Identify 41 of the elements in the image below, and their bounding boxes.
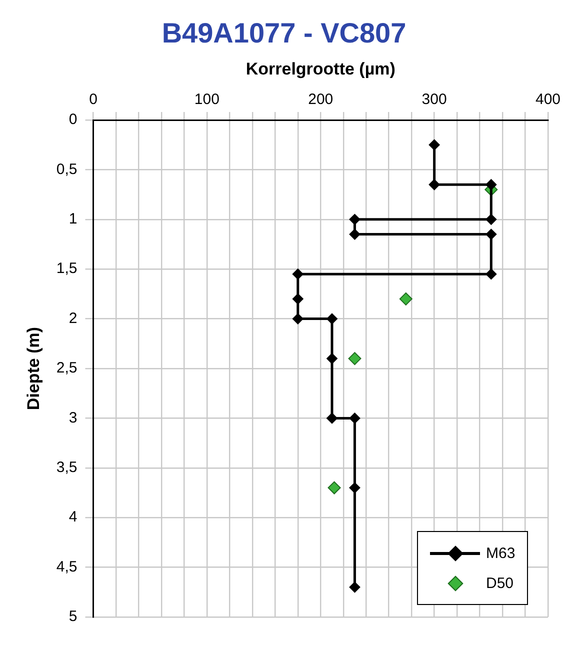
y-tick-label: 2,5: [56, 360, 78, 377]
y-tick-label: 0,5: [56, 160, 78, 178]
point: [349, 482, 360, 494]
y-tick-label: 1: [68, 210, 78, 228]
x-axis-title: Korrelgrootte (µm): [246, 59, 396, 78]
point: [292, 268, 304, 280]
point: [428, 179, 440, 190]
point: [326, 313, 338, 324]
y-tick-label: 2: [68, 310, 78, 327]
x-tick-label: 400: [535, 91, 561, 108]
legend-label: D50: [486, 574, 514, 592]
point: [326, 412, 338, 424]
point: [486, 268, 497, 280]
x-tick-label: 0: [89, 91, 98, 108]
point: [349, 412, 360, 424]
point: [328, 481, 341, 494]
y-tick-label: 3,5: [56, 459, 78, 476]
point: [399, 292, 412, 306]
point: [349, 214, 360, 225]
point: [486, 228, 497, 240]
point: [348, 352, 362, 366]
point: [486, 214, 497, 225]
y-tick-label: 4: [68, 508, 78, 526]
point: [349, 228, 360, 240]
y-tick-label: 0: [68, 111, 78, 128]
y-tick-label: 3: [68, 409, 78, 426]
x-tick-label: 300: [422, 91, 447, 108]
x-tick-label: 100: [194, 91, 220, 108]
point: [292, 293, 304, 304]
y-tick-label: 4,5: [56, 558, 78, 576]
y-tick-label: 1,5: [56, 260, 78, 278]
chart-title: B49A1077 - VC807: [162, 18, 406, 49]
y-tick-label: 5: [68, 608, 78, 626]
point: [349, 582, 360, 593]
point: [292, 313, 304, 324]
point: [428, 139, 440, 150]
y-axis-title: Diepte (m): [24, 326, 43, 410]
point: [486, 179, 497, 190]
point: [326, 353, 338, 364]
x-tick-label: 200: [308, 91, 334, 108]
legend-label: M63: [486, 544, 516, 562]
